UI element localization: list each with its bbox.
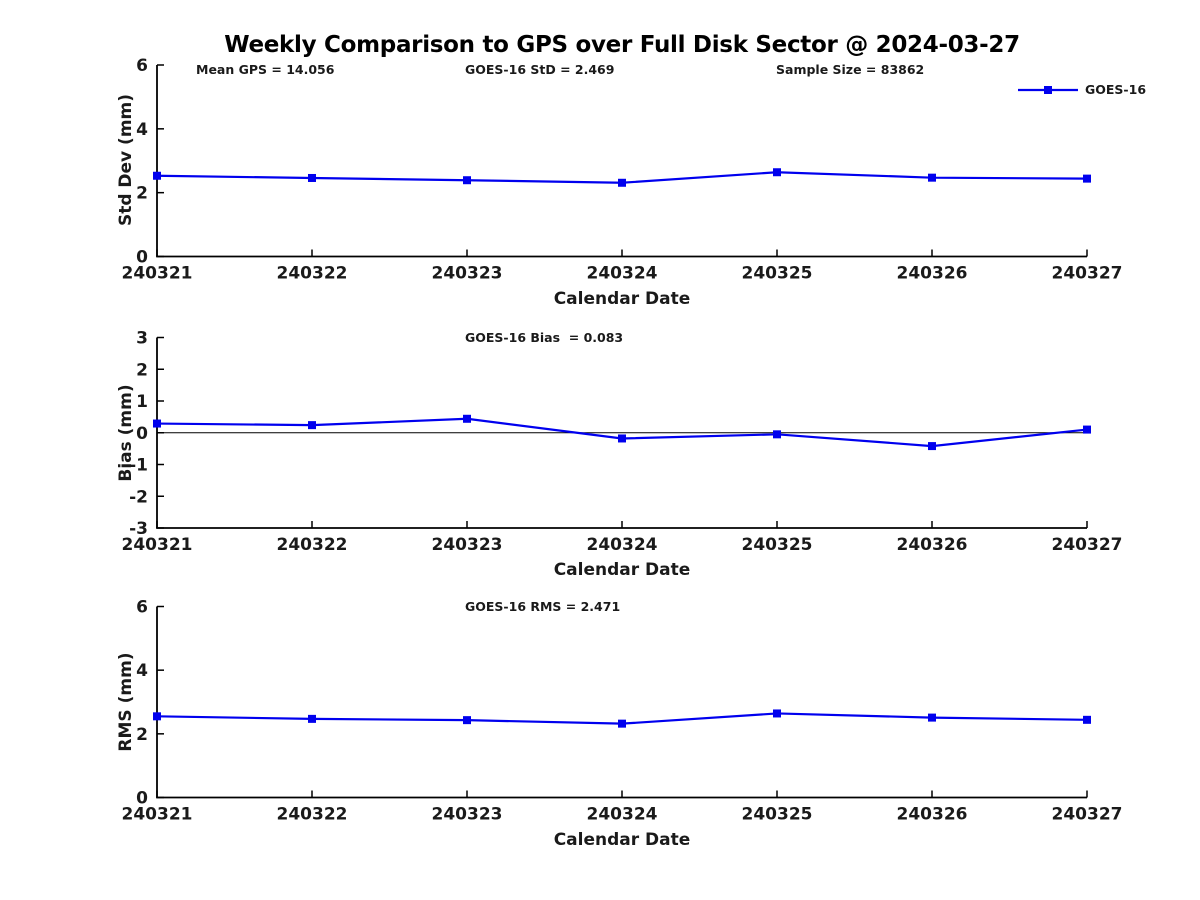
data-point-marker — [928, 713, 936, 722]
annotation-goes16-std: GOES-16 StD = 2.469 — [465, 62, 615, 77]
x-tick-label: 240321 — [122, 805, 193, 825]
x-tick-label: 240326 — [897, 535, 968, 555]
y-tick-label: 2 — [136, 725, 148, 745]
data-point-marker — [618, 719, 626, 728]
data-point-marker — [928, 442, 936, 451]
data-point-marker — [773, 430, 781, 439]
x-tick-label: 240325 — [742, 535, 813, 555]
xlabel-calendar-date-3: Calendar Date — [553, 830, 691, 850]
y-tick-label: -3 — [129, 519, 148, 539]
y-tick-label: 2 — [136, 184, 148, 204]
x-tick-label: 240323 — [432, 805, 503, 825]
data-point-marker — [153, 171, 161, 180]
x-tick-label: 240322 — [277, 264, 348, 284]
x-tick-label: 240323 — [432, 535, 503, 555]
x-tick-label: 240322 — [277, 805, 348, 825]
y-tick-label: 4 — [136, 661, 148, 681]
ylabel-std-dev: Std Dev (mm) — [116, 93, 136, 227]
x-tick-label: 240327 — [1052, 805, 1123, 825]
annotation-goes16-rms: GOES-16 RMS = 2.471 — [465, 599, 621, 614]
data-point-marker — [308, 421, 316, 430]
y-tick-label: 0 — [136, 424, 148, 444]
subplot-2: 0 2 4 6 240321 240322 240323 240324 240325 240326… — [122, 598, 1123, 825]
x-tick-label: 240326 — [897, 264, 968, 284]
data-point-marker — [1083, 425, 1091, 434]
data-point-marker — [463, 176, 471, 185]
y-tick-label: 0 — [136, 789, 148, 809]
x-tick-label: 240323 — [432, 264, 503, 284]
data-point-marker — [308, 173, 316, 182]
data-point-marker — [618, 434, 626, 443]
y-tick-label: 0 — [136, 248, 148, 268]
xlabel-calendar-date-2: Calendar Date — [553, 560, 691, 580]
annotation-sample-size: Sample Size = 83862 — [776, 62, 925, 77]
data-point-marker — [1083, 174, 1091, 183]
data-point-marker — [773, 709, 781, 718]
figure-title: Weekly Comparison to GPS over Full Disk … — [224, 32, 1020, 58]
data-point-marker — [153, 419, 161, 428]
subplot-0: 0 2 4 6 240321 240322 240323 240324 240325 240326… — [122, 56, 1123, 284]
y-tick-label: -2 — [129, 487, 148, 507]
data-point-marker — [618, 178, 626, 187]
y-tick-label: 2 — [136, 360, 148, 380]
x-tick-label: 240325 — [742, 264, 813, 284]
data-point-marker — [308, 714, 316, 723]
data-point-marker — [153, 712, 161, 721]
ylabel-rms: RMS (mm) — [116, 652, 136, 752]
x-tick-label: 240325 — [742, 805, 813, 825]
data-point-marker — [463, 414, 471, 423]
xlabel-calendar-date-1: Calendar Date — [553, 289, 691, 309]
data-point-marker — [1083, 715, 1091, 724]
annotation-mean-gps: Mean GPS = 14.056 — [196, 62, 335, 77]
y-tick-label: -1 — [129, 456, 148, 476]
annotation-goes16-bias: GOES-16 Bias = 0.083 — [465, 330, 624, 345]
x-tick-label: 240324 — [587, 535, 658, 555]
legend-line-sample-icon — [1018, 85, 1078, 94]
x-tick-label: 240327 — [1052, 535, 1123, 555]
x-tick-label: 240324 — [587, 805, 658, 825]
legend-entry-goes16: GOES-16 — [1085, 82, 1147, 97]
y-tick-label: 6 — [136, 56, 148, 76]
y-tick-label: 6 — [136, 598, 148, 618]
x-tick-label: 240321 — [122, 264, 193, 284]
y-tick-label: 3 — [136, 329, 148, 349]
data-point-marker — [463, 716, 471, 725]
ylabel-bias: Bias (mm) — [116, 384, 136, 482]
data-point-marker — [773, 168, 781, 177]
legend: GOES-16 — [1018, 82, 1146, 97]
y-tick-label: 4 — [136, 120, 148, 140]
y-tick-label: 1 — [136, 392, 148, 412]
x-tick-label: 240327 — [1052, 264, 1123, 284]
x-tick-label: 240322 — [277, 535, 348, 555]
data-point-marker — [928, 173, 936, 182]
x-tick-label: 240324 — [587, 264, 658, 284]
x-tick-label: 240321 — [122, 535, 193, 555]
x-tick-label: 240326 — [897, 805, 968, 825]
